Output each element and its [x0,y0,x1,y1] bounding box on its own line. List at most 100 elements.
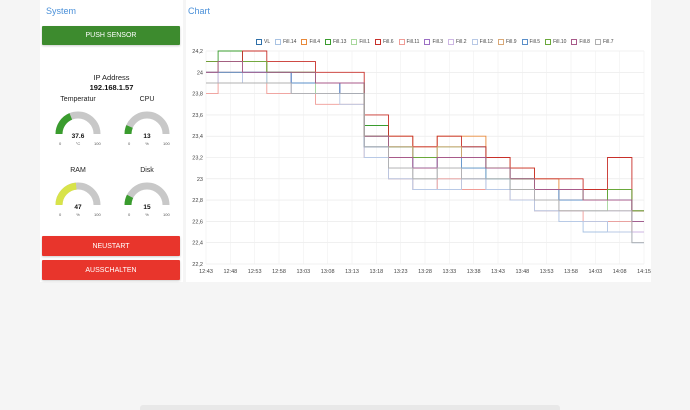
gauge-cpu: CPU 13 0 % 100 [117,96,177,152]
legend-item[interactable]: Fill.8 [571,39,590,45]
gauge-max: 100 [163,212,170,217]
gauge-label: RAM [70,167,86,174]
legend-swatch [424,39,431,45]
gauge-arc [55,182,101,206]
gauge-min: 0 [59,141,62,146]
legend-swatch [594,39,601,45]
x-tick-label: 13:28 [418,269,432,275]
gauge-fill [124,125,133,135]
gauge-label: CPU [139,96,155,103]
legend-item[interactable]: Fill.5 [521,39,541,45]
legend-swatch [325,39,332,45]
legend-item[interactable]: Fill.12 [471,39,493,45]
x-tick-label: 12:58 [272,269,286,275]
x-tick-label: 13:23 [394,269,408,275]
legend-item[interactable]: Fill.10 [545,39,566,45]
gauge-max: 100 [94,141,101,146]
legend-label: Fill.8 [579,39,590,45]
y-tick-label: 23,4 [192,134,203,140]
x-tick-label: 13:08 [321,269,335,275]
x-tick-label: 13:38 [467,269,481,275]
legend-item[interactable]: Fill.11 [398,39,419,45]
gauge-min: 0 [128,212,131,217]
gauge-arc [124,182,170,206]
legend-label: Fill.2 [456,39,467,45]
y-tick-label: 23,6 [192,113,203,119]
legend-item[interactable]: Fill.4 [301,39,320,45]
gauge-min: 0 [59,212,62,217]
x-tick-label: 12:43 [199,269,213,275]
x-tick-label: 12:53 [248,269,262,275]
gauge-unit: % [145,141,149,146]
legend-label: Fill.5 [529,39,541,45]
legend-item[interactable]: VL [256,39,270,45]
ausschalten-button[interactable]: AUSSCHALTEN [42,260,180,280]
legend-swatch [521,39,528,45]
x-tick-label: 14:08 [613,269,627,275]
legend-item[interactable]: Fill.7 [594,39,614,45]
gauge-unit: % [145,212,149,217]
y-tick-label: 24,2 [192,49,203,55]
x-tick-label: 14:03 [588,269,602,275]
x-tick-label: 13:43 [491,269,505,275]
gauge-value: 15 [143,204,151,211]
gauge-temperatur: Temperatur 37.6 0 °C 100 [48,96,108,152]
x-tick-label: 12:48 [223,269,237,275]
legend-item[interactable]: Fill.9 [497,39,517,45]
legend-label: Fill.9 [505,39,517,45]
x-tick-label: 14:15 [637,269,651,275]
legend-item[interactable]: Fill.13 [325,39,346,45]
x-tick-label: 13:48 [515,269,529,275]
x-tick-label: 13:58 [564,269,578,275]
gauge-label: Disk [140,167,154,174]
legend-swatch [497,39,504,45]
gauge-min: 0 [128,141,131,146]
gauge-track [124,111,170,135]
gauge-max: 100 [94,212,101,217]
legend-swatch [256,39,262,45]
series-line [206,82,644,244]
gauge-arc [124,111,170,135]
gauge-max: 100 [163,141,170,146]
bottom-scroll-indicator [140,405,560,410]
gauge-disk: Disk 15 0 % 100 [117,167,177,223]
neustart-button[interactable]: NEUSTART [42,236,180,256]
y-tick-label: 22,8 [192,198,203,204]
line-chart: 24,2 24 23,8 23,6 23,4 23,2 23 22,8 22,6 22,4 22,2… [192,49,651,275]
gauge-value: 47 [74,204,82,211]
x-tick-label: 13:03 [296,269,310,275]
y-tick-label: 23 [197,177,203,183]
x-tick-label: 13:33 [442,269,456,275]
legend-swatch [398,39,405,45]
legend-label: Fill.7 [602,39,614,45]
y-tick-label: 22,4 [192,241,203,247]
legend-swatch [275,39,282,45]
legend-swatch [351,39,358,45]
legend-label: Fill.13 [333,39,347,45]
legend-label: Fill.1 [359,39,370,45]
system-panel: System PUSH SENSOR IP Address 192.168.1.… [40,0,183,282]
legend-label: Fill.12 [479,39,493,45]
y-tick-label: 22,6 [192,219,203,225]
legend-item[interactable]: Fill.14 [275,39,296,45]
legend-label: Fill.6 [382,39,394,45]
legend-item[interactable]: Fill.3 [424,39,443,45]
x-tick-label: 13:53 [540,269,554,275]
ip-address-label: IP Address [93,73,130,82]
y-tick-label: 24 [197,70,203,76]
legend-swatch [545,39,552,45]
gauge-fill [55,113,73,135]
legend-swatch [471,39,478,45]
legend-label: Fill.14 [283,39,297,45]
legend-item[interactable]: Fill.6 [374,39,394,45]
legend-item[interactable]: Fill.2 [448,39,467,45]
legend-label: Fill.10 [553,39,567,45]
legend-label: Fill.3 [432,39,444,45]
legend-label: VL [264,39,271,45]
legend-item[interactable]: Fill.1 [351,39,370,45]
gauge-unit: % [76,212,80,217]
gauge-track [124,182,170,206]
push-sensor-button[interactable]: PUSH SENSOR [42,26,180,45]
gauge-fill [55,182,77,206]
gauge-value: 37.6 [71,133,85,140]
